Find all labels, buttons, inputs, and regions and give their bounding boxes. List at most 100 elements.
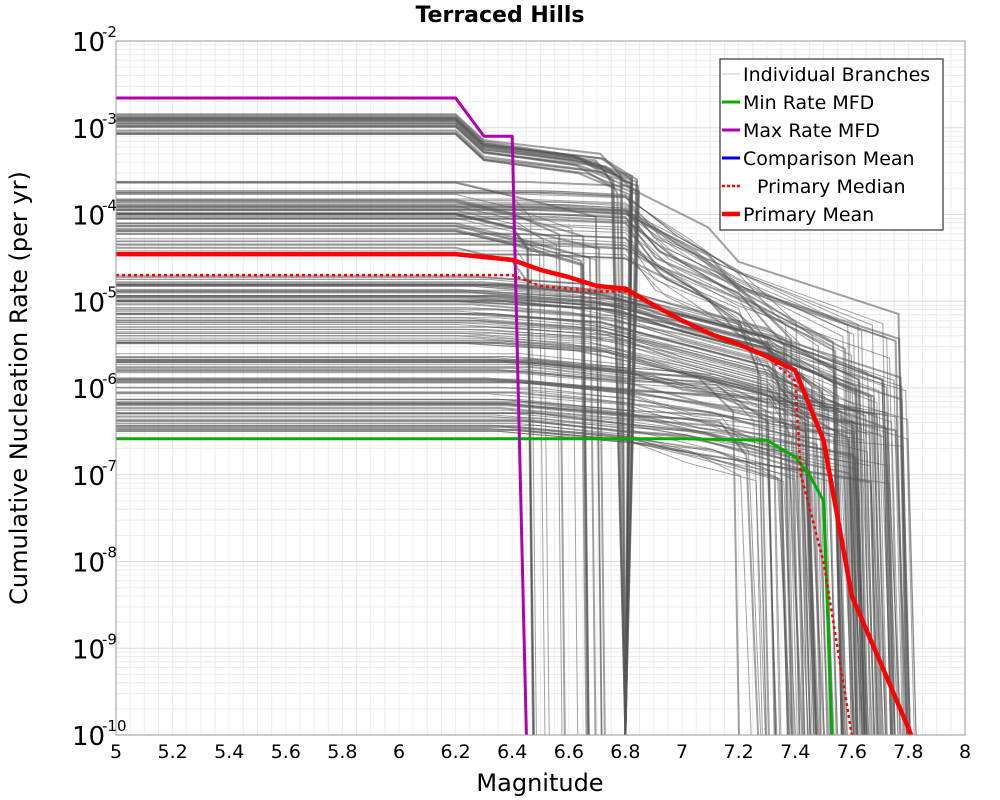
legend-box xyxy=(719,58,944,231)
x-tick-label: 7.6 xyxy=(837,741,867,763)
branch-line xyxy=(116,402,760,736)
y-tick-exponent: -3 xyxy=(102,110,117,128)
legend-label: Primary Mean xyxy=(743,204,874,226)
y-tick-label: 10-10 xyxy=(72,717,127,752)
y-tick-exponent: -9 xyxy=(102,630,117,648)
x-tick-label: 7.2 xyxy=(723,741,753,763)
branch-line xyxy=(116,212,535,736)
branch-line xyxy=(116,423,752,736)
branch-line xyxy=(116,322,817,736)
y-axis-ticks: 10-210-310-410-510-610-710-810-910-10 xyxy=(72,23,127,752)
x-tick-label: 5 xyxy=(110,741,122,763)
series-lines xyxy=(116,96,914,736)
branch-line xyxy=(116,228,767,736)
branch-line xyxy=(116,279,857,736)
x-tick-label: 6.8 xyxy=(610,741,640,763)
y-tick-base: 10 xyxy=(72,462,105,492)
branch-line xyxy=(116,124,640,736)
branch-line xyxy=(116,424,817,736)
y-tick-exponent: -6 xyxy=(102,370,117,388)
y-tick-base: 10 xyxy=(72,28,105,58)
branch-line xyxy=(116,228,590,736)
series-max-rate-mfd xyxy=(116,96,528,736)
x-tick-label: 6.4 xyxy=(497,741,527,763)
branch-line xyxy=(116,193,795,736)
branch-line xyxy=(116,424,792,736)
branch-line xyxy=(116,285,788,736)
branch-line xyxy=(116,377,908,736)
branch-line xyxy=(116,243,770,736)
branch-line xyxy=(116,308,863,736)
branch-line xyxy=(116,254,896,736)
branch-line xyxy=(116,215,855,736)
branch-line xyxy=(116,428,763,736)
y-tick-base: 10 xyxy=(72,635,105,665)
legend-label: Min Rate MFD xyxy=(743,92,874,114)
branch-line xyxy=(116,340,777,736)
legend-label: Individual Branches xyxy=(743,64,930,86)
branch-line xyxy=(116,191,892,736)
branch-line xyxy=(116,131,627,736)
y-tick-label: 10-2 xyxy=(72,23,117,58)
legend: Individual Branches Min Rate MFD Max Rate … xyxy=(719,58,944,231)
y-tick-label: 10-3 xyxy=(72,110,117,145)
branch-line xyxy=(116,324,917,736)
y-tick-label: 10-8 xyxy=(72,544,117,579)
branch-line xyxy=(116,114,634,736)
branch-line xyxy=(116,225,588,736)
y-tick-label: 10-6 xyxy=(72,370,117,405)
branch-line xyxy=(116,225,899,736)
branch-line xyxy=(116,295,888,736)
branch-line xyxy=(116,203,822,736)
branch-line xyxy=(116,193,579,736)
y-tick-base: 10 xyxy=(72,288,105,318)
x-tick-label: 6.6 xyxy=(554,741,584,763)
x-tick-label: 5.6 xyxy=(271,741,301,763)
branch-line xyxy=(116,132,631,736)
branch-line xyxy=(116,353,815,736)
x-tick-label: 5.4 xyxy=(214,741,244,763)
y-tick-base: 10 xyxy=(72,115,105,145)
x-axis-label: Magnitude xyxy=(476,769,603,797)
y-tick-exponent: -2 xyxy=(102,23,117,41)
branch-line xyxy=(116,218,782,736)
x-tick-label: 5.2 xyxy=(157,741,187,763)
x-tick-label: 5.8 xyxy=(327,741,357,763)
branch-line xyxy=(116,319,875,736)
branch-line xyxy=(116,209,843,736)
branch-line xyxy=(116,204,852,736)
branch-line xyxy=(116,391,830,736)
branch-line xyxy=(116,331,895,736)
y-tick-exponent: -4 xyxy=(102,197,117,215)
branch-line xyxy=(116,205,550,736)
y-tick-label: 10-4 xyxy=(72,197,117,232)
x-axis-ticks: 5 5.2 5.4 5.6 5.8 6 6.2 6.4 6.6 6.8 7 7.2 7.4 7.6 7.8 8 xyxy=(110,741,971,763)
y-axis-label: Cumulative Nucleation Rate (per yr) xyxy=(5,171,33,605)
y-tick-base: 10 xyxy=(72,549,105,579)
branch-line xyxy=(116,209,563,736)
branch-line xyxy=(116,180,908,736)
legend-label: Comparison Mean xyxy=(743,148,915,170)
branch-line xyxy=(116,307,886,736)
x-tick-label: 7 xyxy=(676,741,688,763)
plot-frame xyxy=(115,40,966,736)
y-tick-exponent: -5 xyxy=(102,283,117,301)
branch-line xyxy=(116,399,791,736)
branch-line xyxy=(116,313,854,736)
y-tick-base: 10 xyxy=(72,375,105,405)
branch-line xyxy=(116,328,815,736)
branch-line xyxy=(116,192,857,736)
branch-line xyxy=(116,391,863,736)
branch-line xyxy=(116,119,627,736)
branch-line xyxy=(116,301,878,736)
y-tick-label: 10-9 xyxy=(72,630,117,665)
branch-line xyxy=(116,372,873,736)
branch-line xyxy=(116,191,867,736)
branch-line xyxy=(116,312,838,736)
series-min-rate-mfd xyxy=(116,437,834,736)
y-tick-base: 10 xyxy=(72,202,105,232)
y-tick-label: 10-5 xyxy=(72,283,117,318)
y-tick-exponent: -7 xyxy=(102,457,117,475)
x-tick-label: 7.8 xyxy=(893,741,923,763)
